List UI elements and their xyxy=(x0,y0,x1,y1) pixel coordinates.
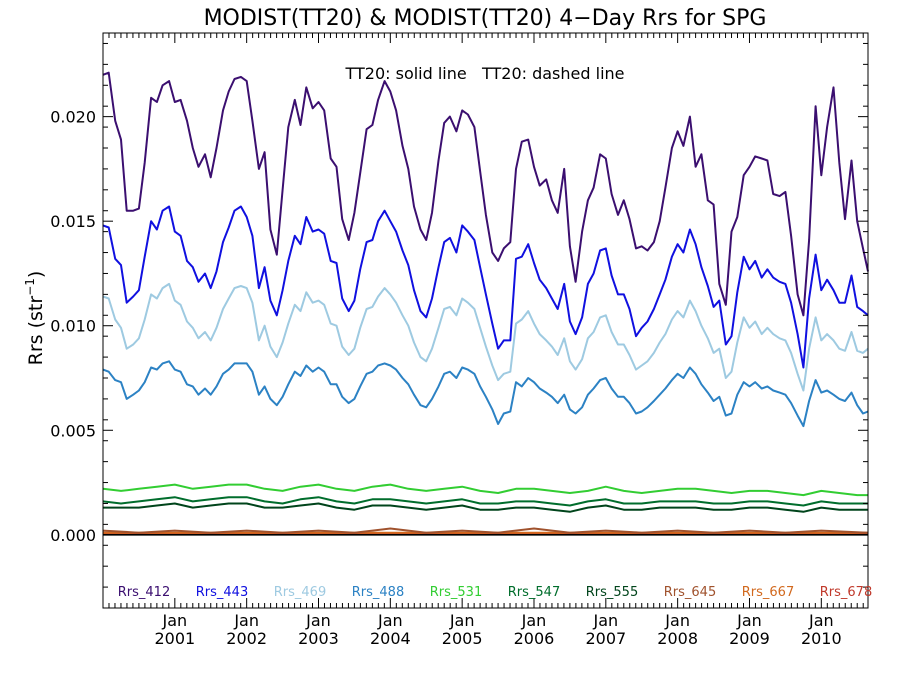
series-line-rrs-531 xyxy=(102,483,868,497)
series-line-rrs-469 xyxy=(102,282,869,392)
series-layer xyxy=(102,71,869,535)
plot-frame xyxy=(102,32,869,609)
y-tick-label: 0.015 xyxy=(50,212,96,231)
x-tick-label-month: Jan xyxy=(592,611,618,630)
series-line-rrs-488 xyxy=(102,360,869,428)
x-tick-label-month: Jan xyxy=(664,611,690,630)
x-tick-label-year: 2003 xyxy=(298,629,339,648)
x-tick-label-year: 2008 xyxy=(657,629,698,648)
x-tick-label-year: 2005 xyxy=(442,629,483,648)
x-tick-label-month: Jan xyxy=(305,611,331,630)
legend-label-rrs-469: Rrs_469 xyxy=(274,585,326,600)
y-axis-label: Rrs (str−1) xyxy=(23,271,47,366)
legend-label-rrs-547: Rrs_547 xyxy=(508,585,560,600)
x-tick-label-month: Jan xyxy=(233,611,259,630)
chart-title: MODIST(TT20) & MODIST(TT20) 4−Day Rrs fo… xyxy=(204,6,767,31)
x-tick-label-year: 2010 xyxy=(801,629,842,648)
y-axis-label-superscript: −1 xyxy=(23,278,37,296)
x-tick-label-month: Jan xyxy=(449,611,475,630)
y-tick-label: 0.020 xyxy=(50,108,96,127)
legend-label-rrs-531: Rrs_531 xyxy=(430,585,482,600)
x-tick-label-month: Jan xyxy=(808,611,834,630)
y-tick-label: 0.010 xyxy=(50,317,96,336)
legend-label-rrs-555: Rrs_555 xyxy=(586,585,638,600)
line-style-annotation: TT20: solid line TT20: dashed line xyxy=(345,64,625,83)
x-tick-label-year: 2007 xyxy=(585,629,626,648)
y-axis-label-main: Rrs (str xyxy=(25,296,47,366)
series-line-rrs-443 xyxy=(102,205,869,369)
legend-label-rrs-412: Rrs_412 xyxy=(118,585,170,600)
series-line-rrs-645 xyxy=(102,527,869,534)
legend-label-rrs-667: Rrs_667 xyxy=(742,585,794,600)
x-tick-label-month: Jan xyxy=(521,611,547,630)
legend: Rrs_412 Rrs_443 Rrs_469 Rrs_488 Rrs_531 Rrs_5… xyxy=(118,585,872,600)
legend-label-rrs-645: Rrs_645 xyxy=(664,585,716,600)
legend-label-rrs-488: Rrs_488 xyxy=(352,585,404,600)
x-tick-label-month: Jan xyxy=(736,611,762,630)
x-tick-label-year: 2001 xyxy=(154,629,195,648)
x-tick-label-year: 2009 xyxy=(729,629,770,648)
axis-layer: 0.0000.0050.0100.0150.020Jan2001Jan2002J… xyxy=(50,32,869,648)
series-line-rrs-547 xyxy=(102,496,868,507)
legend-label-rrs-678: Rrs_678 xyxy=(820,585,872,600)
x-tick-label-year: 2004 xyxy=(370,629,411,648)
y-tick-label: 0.005 xyxy=(50,421,96,440)
y-axis-label-close: ) xyxy=(25,271,47,278)
x-tick-label-month: Jan xyxy=(161,611,187,630)
x-tick-label-year: 2006 xyxy=(514,629,555,648)
x-tick-label-month: Jan xyxy=(377,611,403,630)
y-tick-label: 0.000 xyxy=(50,526,96,545)
series-line-rrs-412 xyxy=(102,71,869,317)
legend-label-rrs-443: Rrs_443 xyxy=(196,585,248,600)
series-line-rrs-555 xyxy=(103,502,868,513)
x-tick-label-year: 2002 xyxy=(226,629,267,648)
